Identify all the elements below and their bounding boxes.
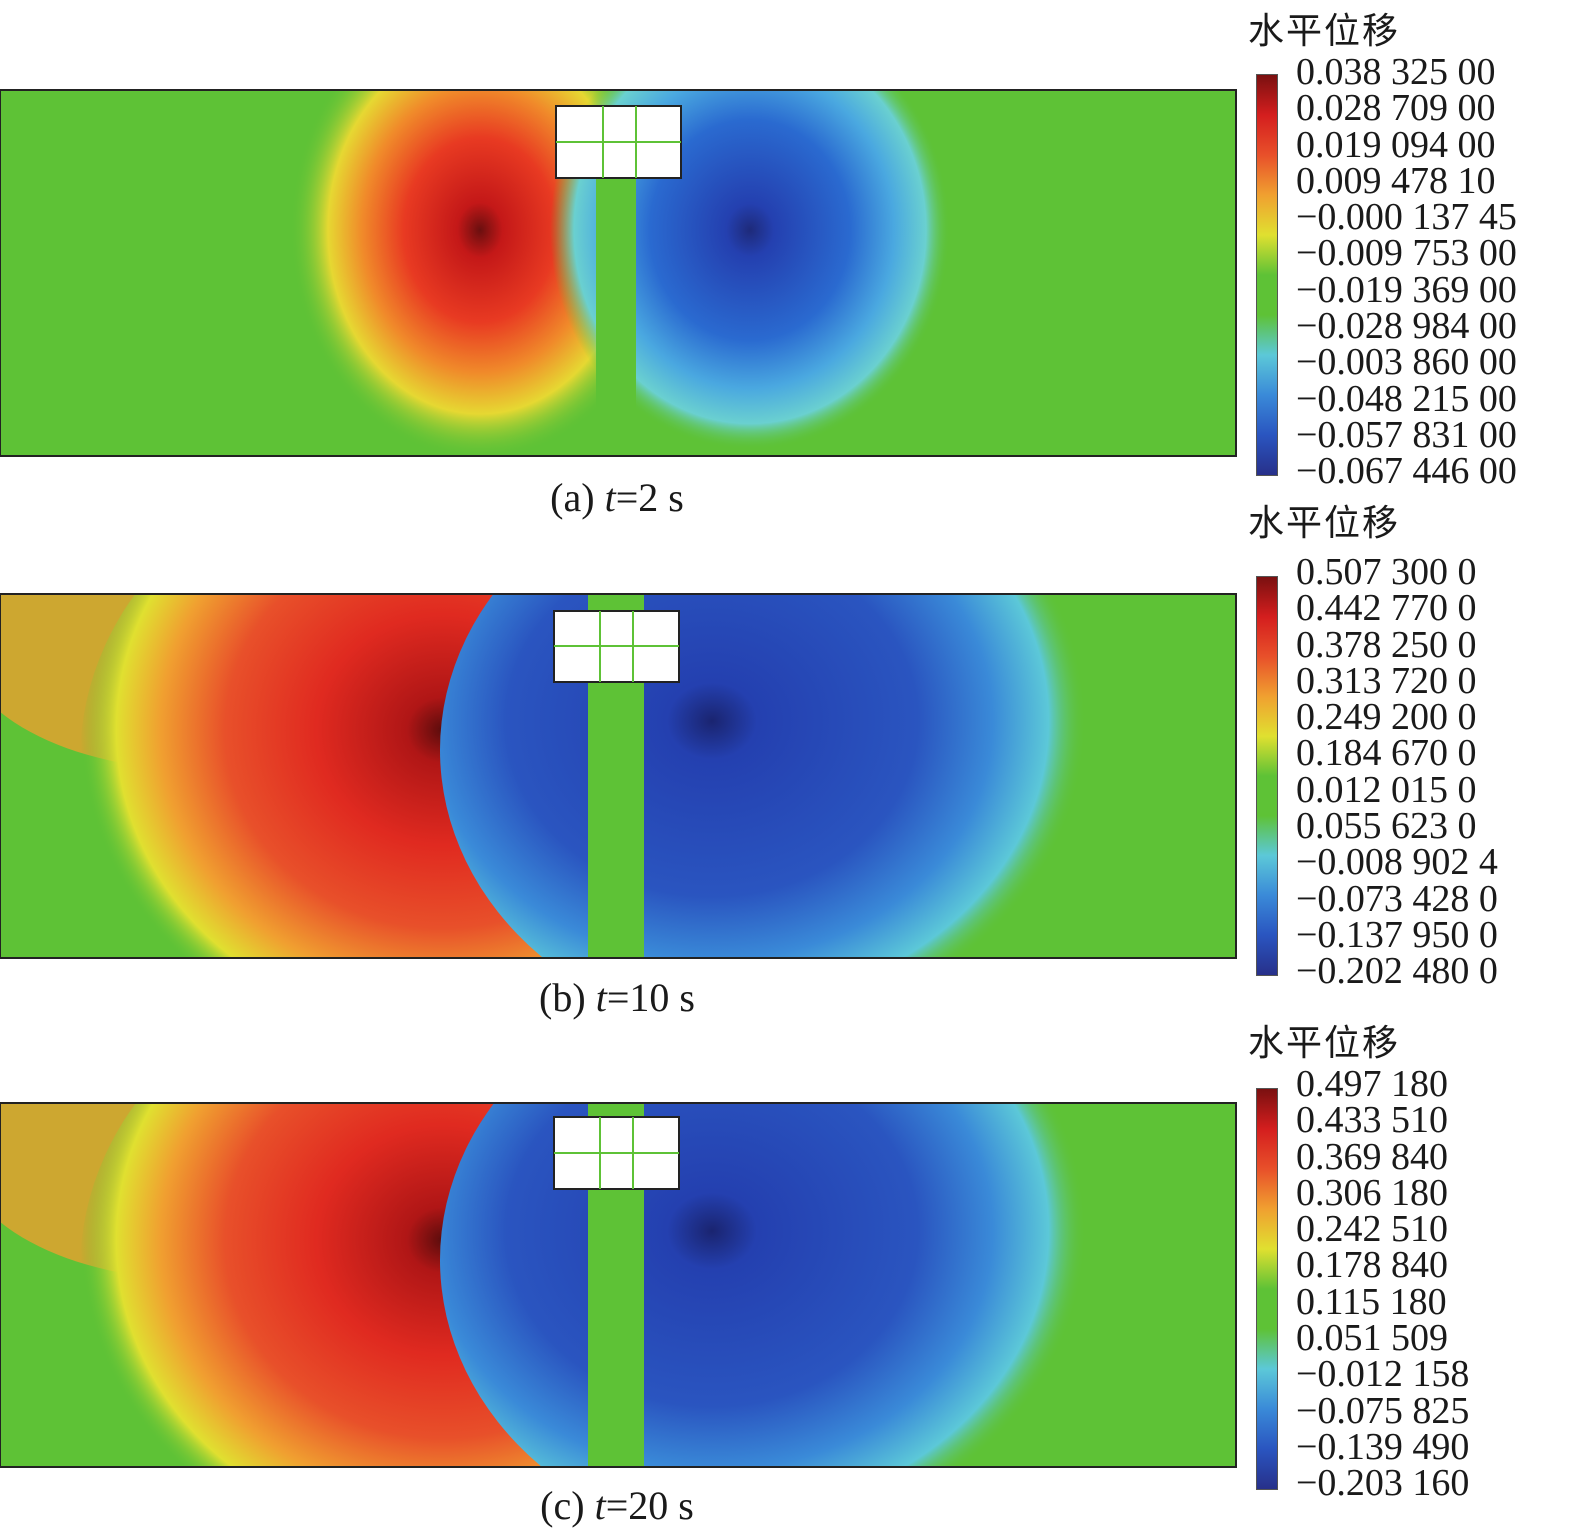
panel-b: (b) t=10 s 水平位移 0.507 300 0 0.442 770 0 … xyxy=(0,500,1575,1020)
color-scale-bar-a xyxy=(1256,74,1278,476)
legend-value: −0.012 158 xyxy=(1296,1353,1470,1396)
legend-value: −0.203 160 xyxy=(1296,1462,1470,1505)
contour-field-c xyxy=(0,1102,1237,1468)
legend-value: 0.433 510 xyxy=(1296,1099,1448,1142)
legend-value: 0.012 015 0 xyxy=(1296,768,1477,811)
legend-value: 0.249 200 0 xyxy=(1296,696,1477,739)
legend-value: 0.009 478 10 xyxy=(1296,159,1496,202)
panel-a: (a) t=2 s 水平位移 0.038 325 00 0.028 709 00… xyxy=(0,0,1575,520)
legend-value: 0.051 509 xyxy=(1296,1317,1448,1360)
legend-value: 0.055 623 0 xyxy=(1296,805,1477,848)
legend-labels-b: 0.507 300 0 0.442 770 0 0.378 250 0 0.31… xyxy=(1296,551,1498,993)
caption-b: (b) t=10 s xyxy=(539,975,695,1020)
legend-value: −0.048 215 00 xyxy=(1296,377,1517,420)
legend-value: 0.306 180 xyxy=(1296,1171,1448,1214)
legend-value: 0.507 300 0 xyxy=(1296,551,1477,593)
legend-labels-c: 0.497 180 0.433 510 0.369 840 0.306 180 … xyxy=(1296,1063,1470,1505)
structure-box-b xyxy=(553,610,680,683)
legend-value: 0.038 325 00 xyxy=(1296,51,1496,93)
legend-value: −0.028 984 00 xyxy=(1296,305,1517,348)
legend-value: 0.313 720 0 xyxy=(1296,659,1477,702)
legend-value: −0.137 950 0 xyxy=(1296,913,1498,956)
caption-c: (c) t=20 s xyxy=(540,1483,694,1528)
negative-lobe-a xyxy=(550,90,950,450)
legend-title-a: 水平位移 xyxy=(1248,11,1401,52)
legend-value: 0.115 180 xyxy=(1296,1280,1447,1323)
legend-labels-a: 0.038 325 00 0.028 709 00 0.019 094 00 0… xyxy=(1296,51,1517,493)
legend-value: 0.378 250 0 xyxy=(1296,623,1477,666)
legend-value: −0.000 137 45 xyxy=(1296,196,1517,239)
color-scale-bar-c xyxy=(1256,1088,1278,1490)
legend-value: 0.028 709 00 xyxy=(1296,87,1496,130)
legend-value: −0.019 369 00 xyxy=(1296,268,1517,311)
legend-value: −0.057 831 00 xyxy=(1296,413,1517,456)
legend-value: 0.497 180 xyxy=(1296,1063,1448,1105)
negative-lobe-c xyxy=(440,1103,1120,1467)
legend-value: 0.242 510 xyxy=(1296,1208,1448,1251)
legend-value: 0.442 770 0 xyxy=(1296,587,1477,630)
legend-value: 0.184 670 0 xyxy=(1296,732,1477,775)
panel-c: (c) t=20 s 水平位移 0.497 180 0.433 510 0.36… xyxy=(0,1010,1575,1528)
legend-value: −0.139 490 xyxy=(1296,1425,1470,1468)
contour-field-b xyxy=(0,593,1237,959)
legend-value: −0.073 428 0 xyxy=(1296,877,1498,920)
legend-title-b: 水平位移 xyxy=(1248,503,1401,544)
legend-title-c: 水平位移 xyxy=(1248,1023,1401,1064)
legend-value: 0.369 840 xyxy=(1296,1135,1448,1178)
legend-value: −0.202 480 0 xyxy=(1296,950,1498,993)
color-scale-bar-b xyxy=(1256,576,1278,976)
contour-field-a xyxy=(0,89,1237,457)
legend-value: 0.019 094 00 xyxy=(1296,123,1496,166)
caption-a: (a) t=2 s xyxy=(550,475,684,520)
legend-value: −0.008 902 4 xyxy=(1296,841,1498,884)
negative-lobe-b xyxy=(440,594,1120,958)
structure-box-c xyxy=(553,1116,680,1190)
legend-value: −0.067 446 00 xyxy=(1296,450,1517,493)
legend-value: −0.003 860 00 xyxy=(1296,341,1517,384)
legend-value: −0.075 825 xyxy=(1296,1389,1470,1432)
legend-value: −0.009 753 00 xyxy=(1296,232,1517,275)
legend-value: 0.178 840 xyxy=(1296,1244,1448,1287)
structure-box-a xyxy=(555,105,682,179)
